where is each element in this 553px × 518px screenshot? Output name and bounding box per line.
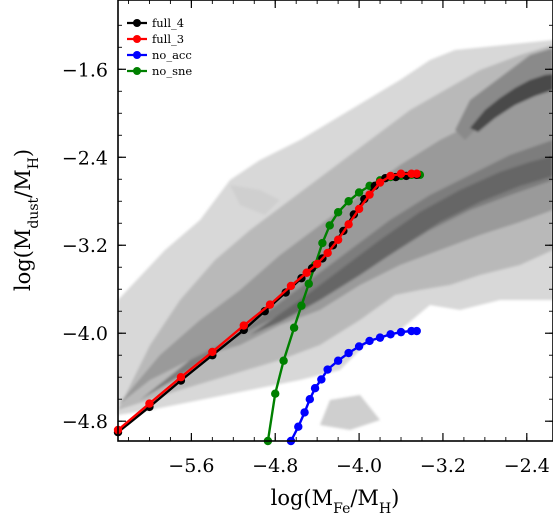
x-tick-label: −4.0 <box>336 455 382 477</box>
data-point-no_acc <box>365 336 374 346</box>
data-point-full_3 <box>208 347 217 357</box>
data-point-no_sne <box>279 356 288 365</box>
legend-entry-full_3: full_3 <box>127 32 184 46</box>
y-tick-label: −1.6 <box>62 59 108 81</box>
legend-swatch-marker <box>133 35 141 43</box>
data-point-full_3 <box>323 248 332 258</box>
data-point-full_3 <box>286 281 296 291</box>
x-tick-label: −2.4 <box>504 455 550 477</box>
data-point-no_sne <box>344 197 353 206</box>
data-point-no_acc <box>310 384 320 393</box>
series-no_acc <box>286 326 421 446</box>
legend-entry-no_sne: no_sne <box>127 64 192 78</box>
legend-label: no_acc <box>152 48 192 62</box>
data-point-full_3 <box>145 399 154 408</box>
y-axis-label: log(Mdust/MH) <box>11 149 42 291</box>
data-point-no_sne <box>325 221 334 230</box>
x-tick-label: −3.2 <box>420 455 466 477</box>
legend-entry-full_4: full_4 <box>127 16 184 30</box>
data-point-full_3 <box>265 300 275 309</box>
density-background <box>118 40 553 430</box>
series-line-no_acc <box>289 329 417 442</box>
data-point-no_sne <box>318 238 327 248</box>
data-point-full_3 <box>239 321 248 330</box>
legend-swatch-marker <box>133 19 141 27</box>
data-point-no_acc <box>354 342 364 351</box>
data-point-full_3 <box>396 169 406 178</box>
data-point-no_sne <box>289 323 299 332</box>
x-axis-label: log(MFe/MH) <box>271 486 400 517</box>
data-point-no_sne <box>304 279 313 288</box>
data-point-no_sne <box>354 188 364 197</box>
legend-label: full_3 <box>152 32 184 46</box>
x-tick-label: −4.8 <box>252 455 298 477</box>
data-point-no_acc <box>323 365 332 374</box>
data-point-full_3 <box>312 259 322 269</box>
y-tick-label: −4.0 <box>62 323 108 345</box>
data-point-no_sne <box>297 301 306 310</box>
data-point-no_acc <box>386 330 395 339</box>
data-point-no_sne <box>271 389 280 398</box>
data-point-full_3 <box>375 178 385 187</box>
data-point-no_acc <box>333 356 343 365</box>
plot-frame <box>117 0 553 442</box>
data-point-full_3 <box>302 268 311 277</box>
data-point-no_acc <box>412 326 421 336</box>
data-point-full_4 <box>281 288 290 297</box>
data-point-no_sne <box>333 208 343 217</box>
data-point-no_acc <box>300 408 309 417</box>
data-point-full_3 <box>365 190 374 199</box>
x-tick-label: −5.6 <box>168 455 214 477</box>
data-point-no_acc <box>344 348 353 358</box>
data-point-no_acc <box>396 327 406 337</box>
series-full_3 <box>113 169 421 435</box>
data-point-no_acc <box>317 375 326 384</box>
legend-entry-no_acc: no_acc <box>127 48 192 62</box>
data-point-no_acc <box>294 422 303 431</box>
data-point-no_acc <box>375 333 385 342</box>
data-point-full_3 <box>344 220 353 229</box>
data-point-full_3 <box>386 171 395 181</box>
data-point-no_acc <box>305 395 315 404</box>
y-tick-label: −3.2 <box>62 235 108 257</box>
y-tick-label: −4.8 <box>62 411 108 433</box>
data-point-full_3 <box>354 204 364 214</box>
data-point-full_3 <box>412 169 421 178</box>
data-point-full_3 <box>176 373 186 382</box>
legend-label: no_sne <box>152 64 192 78</box>
data-point-full_3 <box>333 235 343 244</box>
legend: full_4 full_3 no_acc no_sne <box>127 16 192 78</box>
legend-swatch-marker <box>133 51 141 59</box>
y-tick-label: −2.4 <box>62 147 108 169</box>
legend-swatch-marker <box>133 67 141 75</box>
legend-label: full_4 <box>152 16 184 30</box>
